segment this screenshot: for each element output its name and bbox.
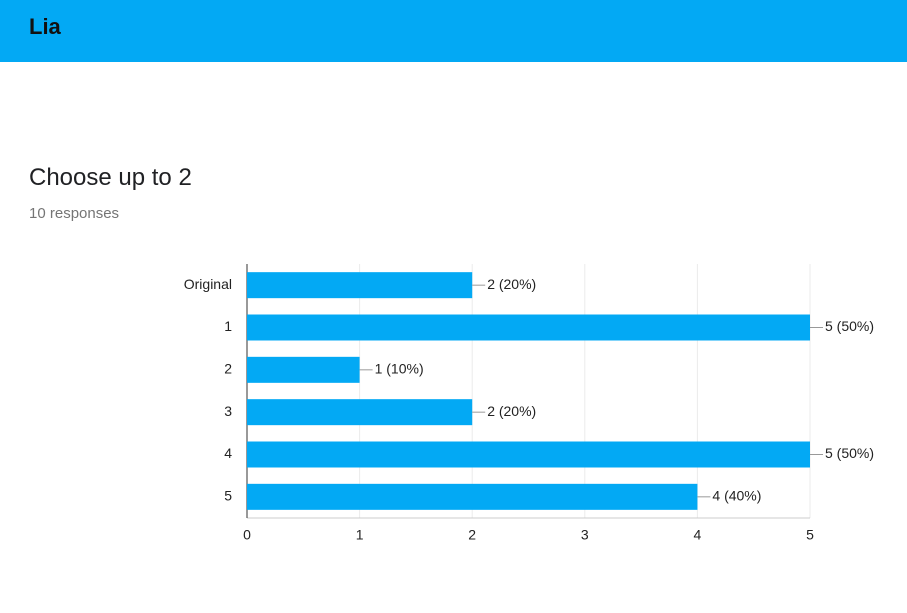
bar <box>247 399 473 426</box>
x-tick-label: 2 <box>468 527 476 543</box>
form-title: Lia <box>29 14 61 39</box>
y-tick-label: 5 <box>224 488 232 504</box>
bar <box>247 314 810 341</box>
bar <box>247 272 473 299</box>
value-label: 1 (10%) <box>375 361 424 377</box>
value-label: 2 (20%) <box>487 276 536 292</box>
x-tick-label: 4 <box>694 527 702 543</box>
bar <box>247 356 360 383</box>
x-tick-label: 3 <box>581 527 589 543</box>
x-tick-label: 1 <box>356 527 364 543</box>
y-tick-label: 2 <box>224 361 232 377</box>
y-tick-label: 3 <box>224 403 232 419</box>
x-tick-label: 0 <box>243 527 251 543</box>
y-tick-label: Original <box>184 276 232 292</box>
value-label: 2 (20%) <box>487 403 536 419</box>
bar <box>247 441 810 468</box>
value-label: 4 (40%) <box>712 488 761 504</box>
x-tick-label: 5 <box>806 527 814 543</box>
y-tick-label: 4 <box>224 445 232 461</box>
bar <box>247 483 698 510</box>
value-label: 5 (50%) <box>825 318 874 334</box>
value-label: 5 (50%) <box>825 445 874 461</box>
response-count: 10 responses <box>29 205 120 222</box>
question-title: Choose up to 2 <box>29 164 192 191</box>
y-tick-label: 1 <box>224 318 232 334</box>
header-bar: Lia <box>0 0 907 62</box>
